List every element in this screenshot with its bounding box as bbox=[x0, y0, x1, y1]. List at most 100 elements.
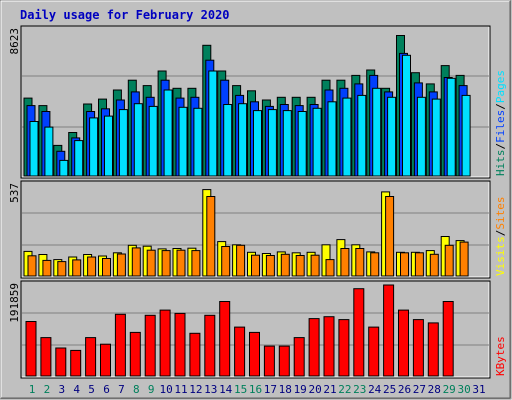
x-tick-label-27: 27 bbox=[413, 383, 426, 396]
legend-item: / bbox=[494, 143, 507, 150]
x-tick-label-21: 21 bbox=[323, 383, 336, 396]
bar-pages-day-5 bbox=[89, 117, 99, 177]
bar-sites-day-19 bbox=[295, 255, 305, 277]
x-tick-label-1: 1 bbox=[29, 383, 36, 396]
bar-pages-day-15 bbox=[238, 103, 248, 177]
bar-sites-day-17 bbox=[265, 255, 275, 277]
panel-middle-ymax-label: 537 bbox=[8, 183, 21, 203]
x-tick-label-26: 26 bbox=[398, 383, 411, 396]
series-sites bbox=[27, 196, 469, 277]
x-tick-label-31: 31 bbox=[472, 383, 485, 396]
bar-kbytes-day-15 bbox=[234, 326, 246, 377]
bar-kbytes-day-20 bbox=[308, 318, 320, 377]
bar-sites-day-23 bbox=[355, 248, 365, 277]
x-tick-label-15: 15 bbox=[234, 383, 247, 396]
bar-kbytes-day-27 bbox=[412, 319, 424, 377]
bar-pages-day-17 bbox=[267, 109, 277, 177]
bar-sites-day-8 bbox=[131, 247, 141, 277]
x-tick-label-5: 5 bbox=[88, 383, 95, 396]
bar-kbytes-day-4 bbox=[70, 349, 82, 377]
bar-sites-day-24 bbox=[370, 252, 380, 277]
bar-kbytes-day-21 bbox=[323, 316, 335, 377]
x-tick-label-2: 2 bbox=[44, 383, 51, 396]
x-tick-label-22: 22 bbox=[338, 383, 351, 396]
bar-kbytes-day-10 bbox=[159, 309, 171, 377]
panel-bottom-legend: KBytes bbox=[494, 336, 507, 376]
bar-pages-day-29 bbox=[446, 77, 456, 177]
bar-kbytes-day-11 bbox=[174, 312, 186, 377]
bar-kbytes-day-18 bbox=[278, 345, 290, 377]
bar-sites-day-28 bbox=[429, 253, 439, 277]
x-tick-label-9: 9 bbox=[148, 383, 155, 396]
bar-kbytes-day-23 bbox=[353, 288, 365, 377]
bar-pages-day-28 bbox=[431, 98, 441, 177]
x-tick-label-6: 6 bbox=[103, 383, 110, 396]
bar-pages-day-20 bbox=[312, 107, 322, 177]
legend-item: KBytes bbox=[494, 336, 507, 376]
x-tick-label-7: 7 bbox=[118, 383, 125, 396]
bar-kbytes-day-24 bbox=[368, 326, 380, 377]
bar-sites-day-27 bbox=[414, 252, 424, 277]
bar-kbytes-day-29 bbox=[442, 301, 454, 377]
x-tick-label-14: 14 bbox=[219, 383, 233, 396]
bar-sites-day-13 bbox=[206, 196, 216, 277]
legend-item: / bbox=[494, 230, 507, 237]
bar-pages-day-26 bbox=[402, 54, 411, 177]
legend-item: Pages bbox=[494, 70, 507, 103]
bar-pages-day-12 bbox=[193, 107, 203, 177]
bar-sites-day-25 bbox=[385, 196, 395, 277]
bar-pages-day-6 bbox=[104, 115, 113, 177]
panel-middle-legend: Visits/Sites bbox=[494, 197, 507, 277]
bar-pages-day-27 bbox=[416, 96, 426, 177]
bar-kbytes-day-1 bbox=[25, 321, 37, 377]
bar-sites-day-12 bbox=[191, 250, 201, 277]
bar-sites-day-5 bbox=[87, 256, 97, 277]
bar-pages-day-14 bbox=[223, 104, 233, 177]
bar-sites-day-11 bbox=[176, 249, 186, 277]
x-tick-label-3: 3 bbox=[58, 383, 65, 396]
bar-sites-day-14 bbox=[221, 246, 231, 277]
bar-pages-day-8 bbox=[133, 103, 143, 177]
bar-sites-day-22 bbox=[340, 248, 350, 277]
bar-kbytes-day-9 bbox=[144, 314, 156, 377]
bar-sites-day-6 bbox=[102, 258, 111, 277]
legend-item: Visits bbox=[494, 236, 507, 276]
bar-kbytes-day-5 bbox=[85, 337, 97, 377]
bar-pages-day-13 bbox=[208, 70, 218, 177]
x-tick-label-23: 23 bbox=[353, 383, 366, 396]
bar-pages-day-24 bbox=[372, 87, 382, 177]
panel-bottom: 191859 KBytes bbox=[8, 280, 507, 379]
bar-pages-day-11 bbox=[178, 106, 188, 177]
bar-pages-day-18 bbox=[282, 110, 292, 177]
legend-item: Hits bbox=[494, 150, 507, 177]
bar-sites-day-29 bbox=[444, 244, 454, 277]
bar-sites-day-18 bbox=[280, 253, 290, 277]
bar-kbytes-day-13 bbox=[204, 314, 216, 377]
panel-top-legend: Hits/Files/Pages bbox=[494, 70, 507, 176]
x-tick-label-4: 4 bbox=[73, 383, 80, 396]
x-tick-label-13: 13 bbox=[204, 383, 217, 396]
bar-pages-day-2 bbox=[44, 126, 54, 177]
series-kbytes bbox=[25, 284, 454, 377]
bar-sites-day-3 bbox=[57, 261, 67, 277]
bar-kbytes-day-19 bbox=[293, 337, 305, 377]
bar-sites-day-15 bbox=[236, 244, 246, 277]
bar-pages-day-16 bbox=[253, 110, 262, 177]
legend-item: / bbox=[494, 103, 507, 110]
bar-pages-day-30 bbox=[461, 94, 471, 177]
x-tick-label-30: 30 bbox=[457, 383, 470, 396]
bar-sites-day-4 bbox=[72, 259, 82, 277]
bar-sites-day-30 bbox=[459, 241, 469, 277]
bar-pages-day-22 bbox=[342, 97, 352, 177]
bar-kbytes-day-6 bbox=[100, 343, 111, 377]
bar-pages-day-9 bbox=[148, 105, 158, 177]
x-tick-label-29: 29 bbox=[443, 383, 456, 396]
bar-pages-day-10 bbox=[163, 89, 173, 177]
bar-pages-day-25 bbox=[387, 96, 397, 177]
bar-kbytes-day-8 bbox=[129, 331, 141, 377]
bar-kbytes-day-28 bbox=[427, 322, 439, 377]
panel-bottom-ymax-label: 191859 bbox=[8, 283, 21, 323]
